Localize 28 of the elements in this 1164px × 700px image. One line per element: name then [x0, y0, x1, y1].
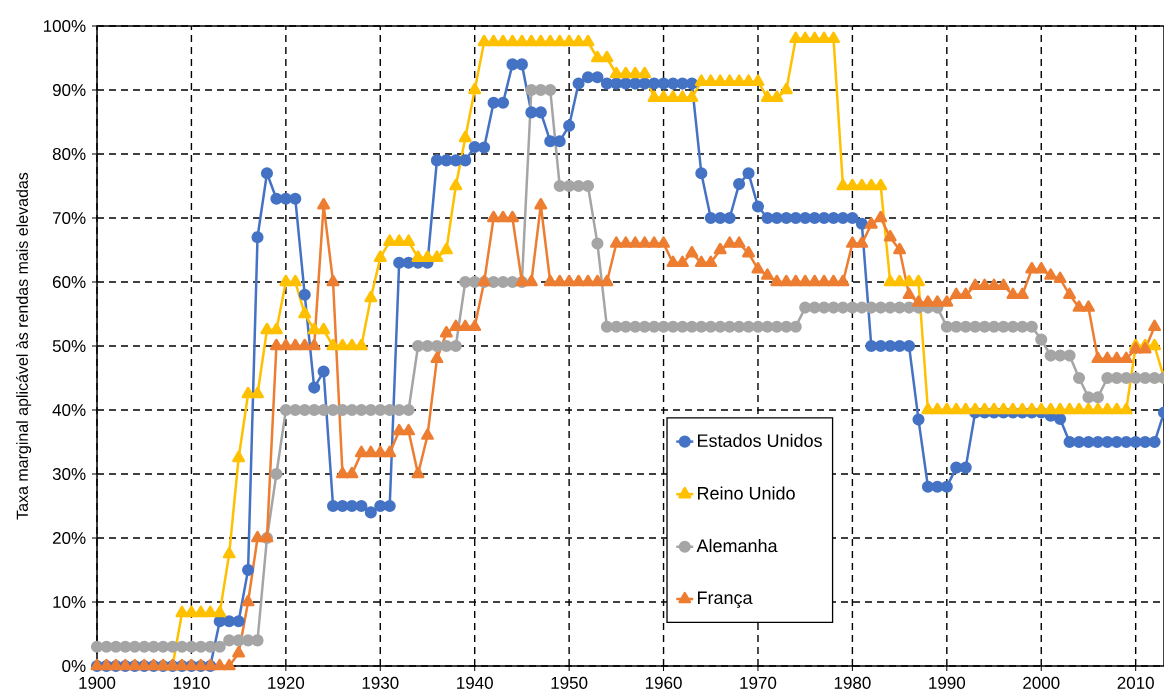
- y-tick-label: 90%: [52, 83, 86, 97]
- y-tick-label: 40%: [52, 403, 86, 417]
- y-tick-label: 60%: [52, 275, 86, 289]
- y-tick-label: 20%: [52, 531, 86, 545]
- x-tick-label: 1930: [362, 676, 399, 689]
- legend-label: Estados Unidos: [698, 433, 822, 448]
- x-tick-label: 1970: [740, 676, 777, 689]
- y-tick-label: 80%: [52, 147, 86, 161]
- x-tick-label: 1990: [929, 676, 966, 689]
- x-tick-label: 1920: [268, 676, 305, 689]
- x-tick-label: 1960: [645, 676, 682, 689]
- x-tick-label: 1910: [173, 676, 210, 689]
- y-tick-label: 50%: [52, 339, 86, 353]
- x-tick-label: 1900: [79, 676, 116, 689]
- y-tick-label: 70%: [52, 211, 86, 225]
- x-tick-label: 1980: [834, 676, 871, 689]
- x-tick-label: 2010: [1117, 676, 1154, 689]
- y-tick-label: 0%: [62, 659, 86, 673]
- legend-label: Reino Unido: [698, 486, 795, 500]
- legend-label: França: [698, 591, 753, 608]
- y-axis-title: Taxa marginal aplicável às rendas mais elevadas: [16, 172, 32, 520]
- y-tick-label: 100%: [43, 19, 86, 33]
- x-tick-label: 1950: [551, 676, 588, 689]
- legend-label: Alemanha: [696, 538, 778, 553]
- x-tick-label: 2000: [1023, 676, 1060, 689]
- x-tick-label: 1940: [457, 676, 493, 689]
- y-tick-label: 30%: [52, 467, 86, 481]
- y-tick-label: 10%: [53, 595, 86, 609]
